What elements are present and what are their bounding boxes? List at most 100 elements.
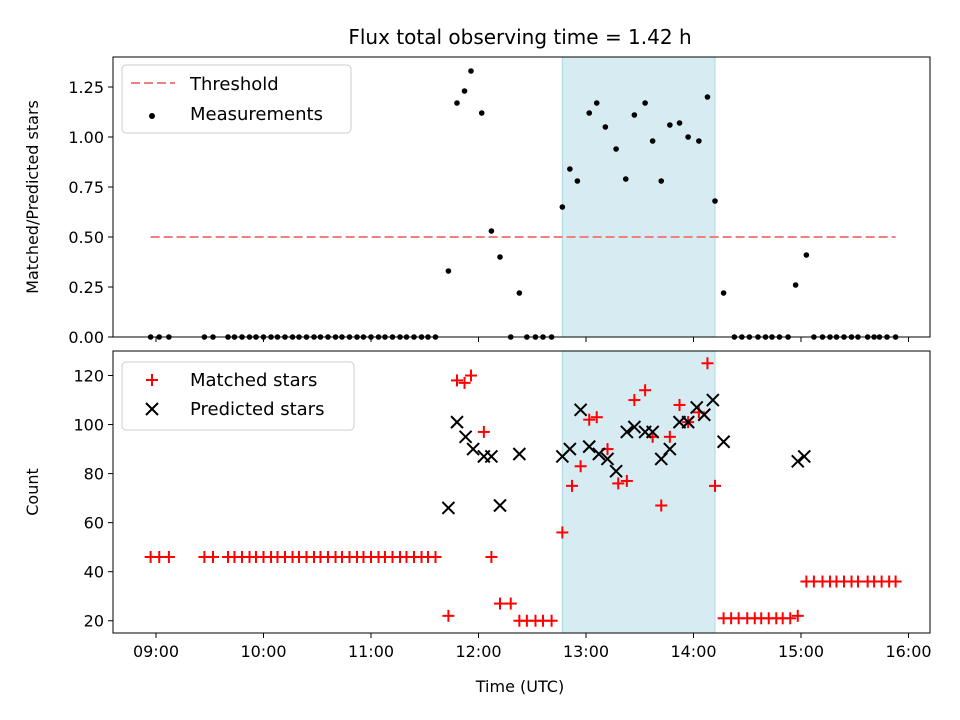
bottom-x-ticks: 09:00 10:00 11:00 12:00 13:00 14:00 15:00 16:00 [133, 633, 932, 661]
y-tick-label: 20 [84, 612, 104, 631]
matched-star-point [784, 612, 797, 625]
x-tick-label: 15:00 [778, 642, 824, 661]
legend-matched-swatch [146, 374, 158, 386]
matched-star-point [791, 609, 804, 622]
matched-star-point [612, 477, 625, 490]
predicted-star-point [563, 442, 577, 456]
predicted-star-point [697, 408, 711, 422]
matched-star-point [442, 609, 455, 622]
top-panel: 0.00 0.25 0.50 0.75 1.00 1.25 Matched/Predict… [23, 56, 931, 347]
matched-star-point [673, 398, 686, 411]
y-tick-label: 80 [84, 465, 104, 484]
matched-star-point [590, 411, 603, 424]
measurement-point [602, 124, 609, 130]
measurement-point [593, 100, 600, 106]
measurement-point [803, 252, 810, 258]
matched-star-point [464, 369, 477, 382]
matched-star-point [545, 614, 558, 627]
measurement-point [649, 138, 656, 144]
bottom-legend-box [121, 361, 355, 431]
x-tick-label: 09:00 [133, 642, 179, 661]
y-tick-label: 100 [73, 416, 104, 435]
legend-measurements-label: Measurements [190, 104, 323, 125]
predicted-star-point [791, 454, 805, 469]
measurement-point [586, 110, 593, 116]
measurement-point [622, 176, 629, 182]
y-tick-label: 120 [73, 367, 104, 386]
bottom-y-ticks: 20 40 60 80 100 120 [73, 367, 113, 631]
measurement-point [658, 178, 665, 184]
x-tick-label: 11:00 [348, 642, 394, 661]
measurement-point [488, 228, 495, 234]
predicted-star-point [645, 425, 660, 439]
measurement-point [468, 68, 474, 74]
bottom-y-axis-label: Count [23, 468, 42, 516]
top-y-axis-label: Matched/Predicted stars [23, 100, 42, 294]
legend-threshold-label: Threshold [189, 74, 279, 95]
matched-star-point [574, 460, 587, 473]
bottom-legend: Matched stars Predicted stars [121, 361, 355, 431]
top-y-ticks: 0.00 0.25 0.50 0.75 1.00 1.25 [68, 78, 113, 347]
predicted-star-point [512, 447, 527, 461]
measurement-point [676, 120, 683, 126]
matched-star-point [655, 499, 668, 512]
y-tick-label: 0.25 [68, 278, 104, 297]
measurement-point [567, 166, 573, 172]
top-x-ticks [155, 337, 909, 342]
bottom-points-layer [144, 357, 902, 627]
top-legend-box [121, 64, 352, 134]
predicted-star-point [706, 393, 720, 407]
matched-star-point [566, 479, 579, 492]
matched-star-point [429, 550, 442, 563]
y-tick-label: 1.00 [68, 128, 104, 147]
matched-star-point [620, 474, 633, 487]
measurement-point [704, 94, 711, 100]
measurement-point [696, 138, 702, 144]
bottom-panel: 20 40 60 80 100 120 09:00 10:00 11:00 12:00 13:00… [23, 350, 932, 696]
predicted-star-point [716, 435, 731, 449]
predicted-star-point [493, 498, 507, 513]
top-highlight-span [561, 56, 716, 338]
top-axes-frame [112, 56, 931, 338]
legend-measurements-swatch [149, 113, 155, 119]
predicted-star-point [441, 501, 456, 515]
matched-star-point [451, 374, 463, 387]
bottom-highlight-span [561, 350, 716, 634]
x-tick-label: 13:00 [563, 642, 609, 661]
y-tick-label: 0.00 [68, 328, 104, 347]
matched-star-point [162, 550, 175, 563]
predicted-star-point [681, 415, 695, 429]
x-axis-label: Time (UTC) [475, 677, 564, 696]
measurement-point [712, 198, 718, 204]
predicted-star-point [663, 442, 677, 456]
predicted-star-point [797, 449, 811, 464]
measurement-point [685, 134, 691, 140]
measurement-point [445, 268, 452, 274]
predicted-star-point [627, 420, 642, 434]
matched-star-point [701, 357, 714, 370]
predicted-star-point [609, 464, 623, 478]
predicted-star-point [600, 452, 615, 466]
predicted-star-point [466, 442, 480, 456]
predicted-star-point [592, 447, 606, 461]
measurement-point [631, 112, 638, 118]
measurement-point [516, 290, 523, 296]
matched-star-point [583, 413, 596, 426]
matched-star-point [206, 550, 219, 563]
chart-title: Flux total observing time = 1.42 h [348, 25, 691, 49]
matched-star-point [628, 394, 641, 407]
bottom-axes-frame [112, 350, 931, 634]
y-tick-label: 40 [84, 563, 104, 582]
matched-star-point [556, 526, 569, 539]
x-tick-label: 10:00 [240, 642, 286, 661]
measurement-point [792, 282, 799, 288]
legend-matched-label: Matched stars [190, 370, 317, 391]
y-tick-label: 0.50 [68, 228, 104, 247]
matched-star-point [639, 384, 652, 397]
predicted-star-point [484, 449, 499, 464]
predicted-star-point [620, 425, 634, 439]
x-tick-label: 14:00 [670, 642, 716, 661]
measurement-point [720, 290, 727, 296]
measurement-point [478, 110, 485, 116]
